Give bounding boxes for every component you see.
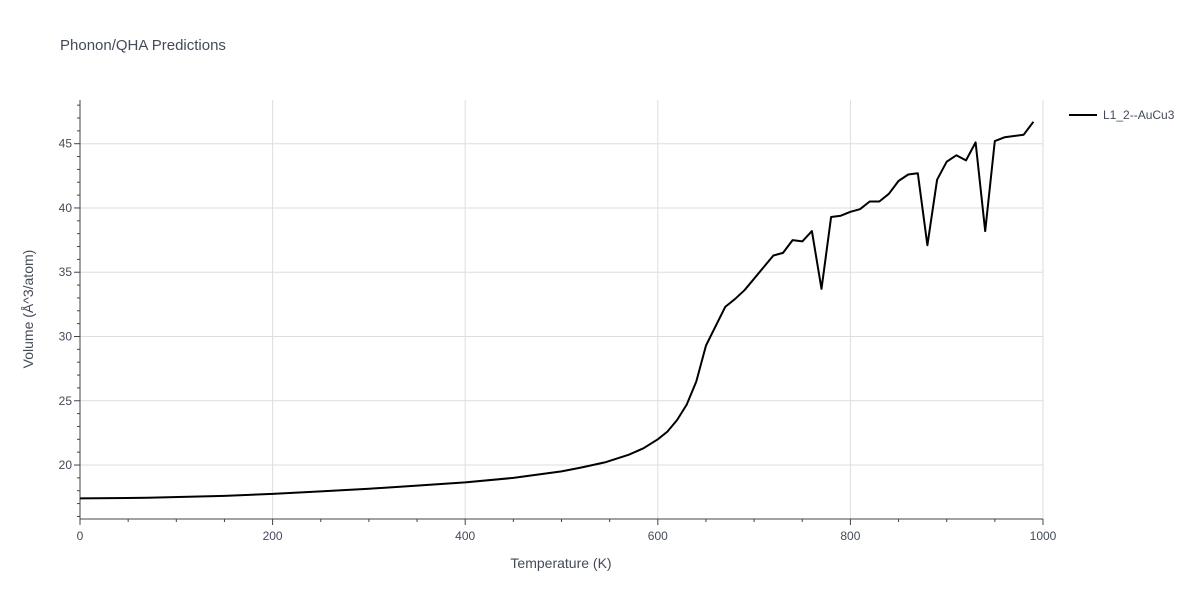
y-tick-label: 35 [59, 265, 73, 279]
y-tick-label: 45 [59, 137, 73, 151]
plot-area [79, 121, 1035, 500]
y-axis-title: Volume (Å^3/atom) [20, 250, 36, 369]
x-tick-label: 1000 [1030, 529, 1057, 543]
x-tick-label: 0 [77, 529, 84, 543]
x-axis-title: Temperature (K) [510, 555, 611, 571]
axis-layer: 0 200 400 600 800 1000 20 25 30 35 40 45 [59, 100, 1057, 543]
y-tick-label: 40 [59, 201, 73, 215]
series-line[interactable] [79, 121, 1035, 500]
x-tick-label: 400 [455, 529, 475, 543]
x-tick-label: 800 [840, 529, 860, 543]
x-tick-label: 200 [263, 529, 283, 543]
legend-label: L1_2--AuCu3 [1103, 108, 1175, 122]
y-tick-label: 30 [59, 329, 73, 343]
y-tick-label: 20 [59, 458, 73, 472]
y-tick-label: 25 [59, 394, 73, 408]
legend[interactable]: L1_2--AuCu3 [1069, 108, 1175, 122]
chart-title: Phonon/QHA Predictions [60, 37, 226, 54]
grid-layer [80, 100, 1044, 519]
x-tick-label: 600 [648, 529, 668, 543]
